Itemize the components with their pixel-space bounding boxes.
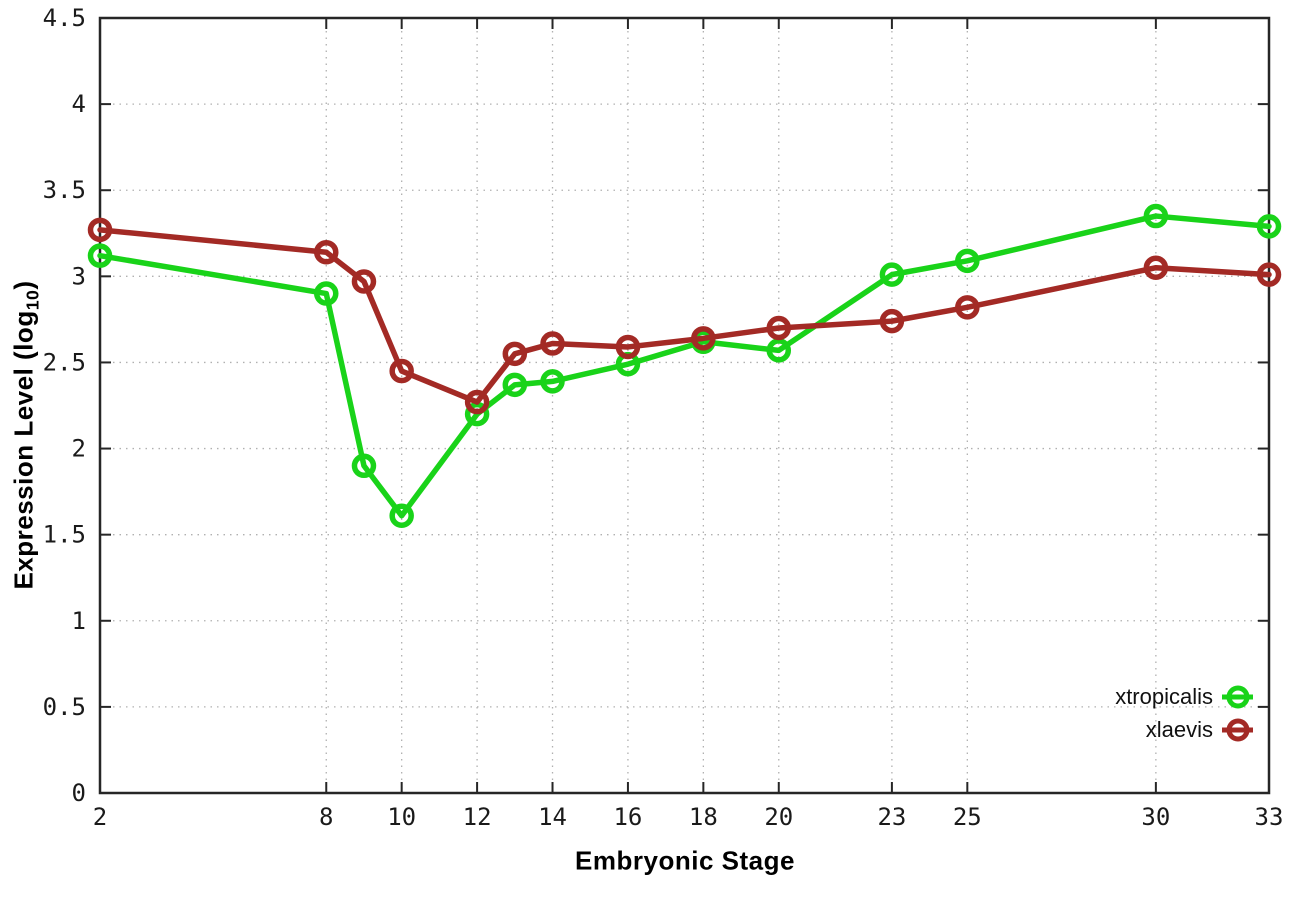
y-tick-label: 4 [72, 90, 86, 118]
marker-xlaevis-stage-14 [540, 331, 565, 356]
marker-xtropicalis-stage-30 [1143, 203, 1169, 229]
marker-xlaevis-stage-30 [1143, 255, 1169, 280]
x-tick-label: 33 [1255, 803, 1284, 831]
y-axis-title-subscript: 10 [22, 289, 43, 311]
x-tick-label: 12 [463, 803, 492, 831]
x-tick-label: 2 [93, 803, 107, 831]
marker-xtropicalis-stage-8 [314, 281, 339, 306]
marker-xlaevis-stage-23 [879, 308, 905, 334]
marker-xlaevis-stage-33 [1256, 262, 1282, 287]
x-tick-label: 23 [877, 803, 906, 831]
marker-xtropicalis-stage-2 [87, 243, 113, 268]
marker-xlaevis-stage-2 [87, 217, 113, 243]
y-tick-label: 2 [72, 435, 86, 463]
marker-xtropicalis-stage-25 [955, 248, 980, 274]
legend: xtropicalis xlaevis [1115, 680, 1253, 746]
x-tick-label: 16 [613, 803, 642, 831]
x-tick-label: 20 [764, 803, 793, 831]
x-tick-label: 14 [538, 803, 567, 831]
y-tick-label: 4.5 [43, 4, 86, 32]
marker-xlaevis-stage-25 [955, 295, 980, 320]
marker-xlaevis-stage-13 [502, 341, 528, 367]
y-tick-label: 0 [72, 779, 86, 807]
legend-label-xtropicalis: xtropicalis [1115, 683, 1213, 709]
open-circle-marker-icon [1226, 718, 1249, 741]
marker-xlaevis-stage-16 [615, 334, 641, 360]
marker-xtropicalis-stage-20 [766, 338, 792, 363]
marker-xtropicalis-stage-9 [351, 453, 377, 479]
y-tick-label: 3 [72, 262, 86, 290]
y-axis-title-suffix: ) [8, 280, 39, 290]
marker-xlaevis-stage-8 [314, 239, 339, 265]
marker-xlaevis-stage-18 [691, 326, 716, 351]
series-line-xlaevis [97, 227, 1272, 405]
marker-xtropicalis-stage-23 [879, 262, 905, 287]
legend-sample-xtropicalis [1222, 685, 1253, 708]
plot-border [98, 16, 1271, 795]
legend-entry-xlaevis: xlaevis [1115, 713, 1253, 746]
y-tick-label: 2.5 [43, 348, 86, 376]
legend-label-xlaevis: xlaevis [1145, 716, 1213, 742]
marker-xtropicalis-stage-10 [389, 503, 414, 528]
x-tick-label: 18 [689, 803, 718, 831]
marker-xlaevis-stage-20 [766, 315, 792, 341]
y-tick-label: 1 [72, 607, 86, 635]
legend-entry-xtropicalis: xtropicalis [1115, 680, 1253, 713]
marker-xlaevis-stage-12 [464, 389, 490, 415]
y-axis-title-text: Expression Level (log [8, 310, 39, 590]
x-tick-label: 25 [953, 803, 982, 831]
marker-xtropicalis-stage-13 [502, 372, 528, 398]
marker-xtropicalis-stage-33 [1256, 214, 1282, 239]
series-line-xtropicalis [97, 213, 1272, 519]
legend-sample-xlaevis [1222, 718, 1253, 741]
y-axis-title: Expression Level (log10) [8, 280, 43, 589]
x-tick-label: 30 [1141, 803, 1170, 831]
y-tick-label: 0.5 [43, 693, 86, 721]
x-tick-label: 8 [319, 803, 333, 831]
open-circle-marker-icon [1226, 685, 1249, 708]
y-tick-label: 1.5 [43, 521, 86, 549]
x-tick-label: 10 [387, 803, 416, 831]
marker-xlaevis-stage-9 [351, 269, 377, 294]
marker-xtropicalis-stage-14 [540, 369, 565, 394]
y-tick-label: 3.5 [43, 176, 86, 204]
marker-xlaevis-stage-10 [389, 358, 414, 384]
x-axis-title: Embryonic Stage [575, 845, 795, 876]
